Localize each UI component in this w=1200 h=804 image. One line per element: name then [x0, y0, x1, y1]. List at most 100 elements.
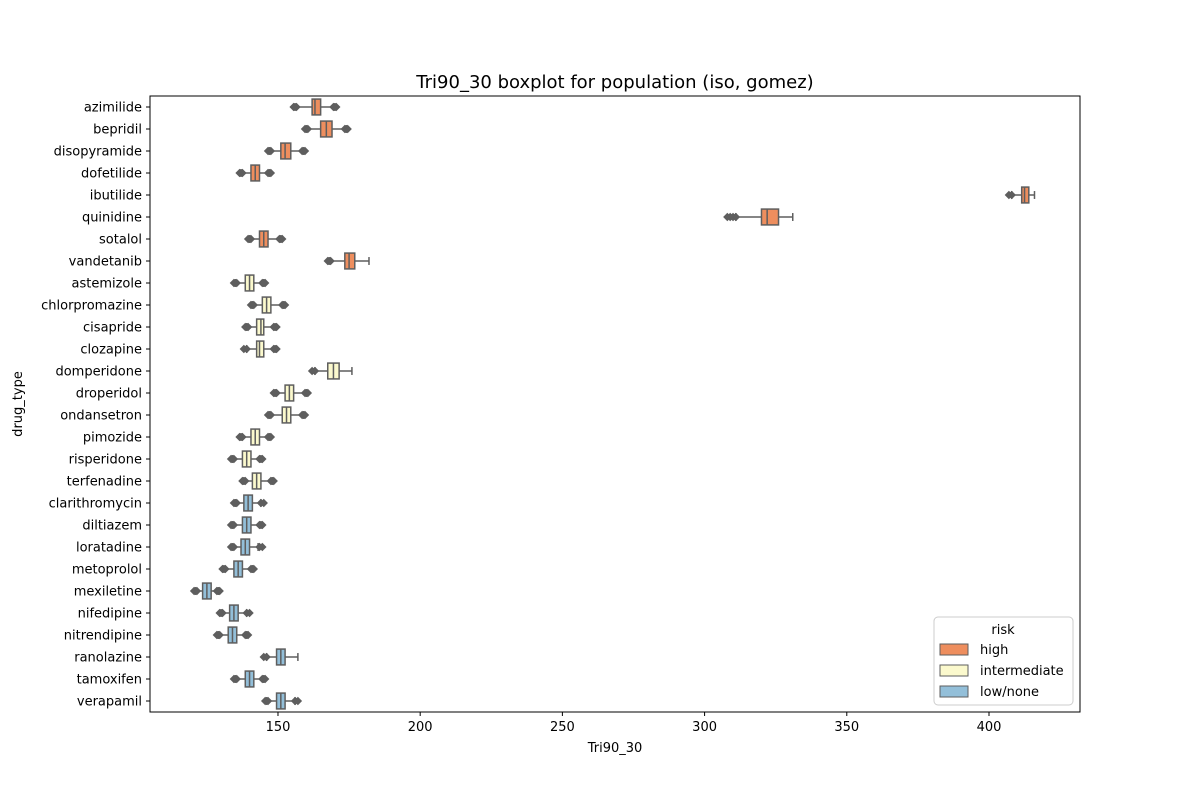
- outlier-point: [229, 454, 239, 464]
- outlier-point: [278, 234, 287, 244]
- legend-item-high: high: [939, 643, 1008, 658]
- y-tick-label: droperidol: [76, 387, 142, 402]
- outlier-point: [232, 498, 241, 508]
- y-tick-label: clozapine: [80, 343, 142, 358]
- outlier-point: [243, 630, 253, 640]
- x-tick-label: 250: [550, 720, 575, 735]
- outlier-point: [266, 410, 276, 420]
- y-tick-label: terfenadine: [67, 475, 142, 490]
- plot-frame: [149, 95, 1081, 713]
- outlier-point: [258, 542, 267, 552]
- y-tick-label: astemizole: [72, 277, 143, 292]
- y-tick-label: domperidone: [55, 365, 142, 380]
- outlier-point: [192, 586, 202, 596]
- outlier-point: [266, 146, 276, 156]
- box-clarithromycin: [229, 494, 268, 512]
- outlier-point: [238, 432, 247, 442]
- chart-title: Tri90_30 boxplot for population (iso, go…: [415, 72, 813, 93]
- x-tick-label: 200: [408, 720, 433, 735]
- outlier-point: [215, 630, 224, 640]
- box-bepridil: [300, 120, 352, 138]
- legend-swatch: [939, 643, 969, 656]
- outlier-point: [300, 410, 310, 420]
- outlier-point: [229, 520, 239, 530]
- legend-label: high: [980, 643, 1008, 658]
- iqr-box: [311, 98, 322, 116]
- x-axis-label: Tri90_30: [587, 741, 643, 756]
- box-ranolazine: [259, 648, 299, 666]
- box-verapamil: [260, 692, 303, 710]
- legend-title: risk: [991, 623, 1015, 638]
- y-axis-label: drug_type: [11, 371, 26, 437]
- box-tamoxifen: [229, 670, 270, 688]
- box-azimilide: [289, 98, 341, 116]
- y-tick-label: ondansetron: [60, 409, 142, 424]
- outlier-point: [241, 476, 250, 486]
- y-tick-label: chlorpromazine: [41, 299, 142, 314]
- outlier-point: [343, 124, 352, 134]
- box-nifedipine: [215, 604, 254, 622]
- outlier-point: [232, 674, 241, 684]
- outlier-point: [269, 476, 278, 486]
- iqr-box: [760, 208, 780, 226]
- box-domperidone: [307, 362, 353, 380]
- y-tick-label: sotalol: [99, 233, 142, 248]
- outlier-point: [1007, 190, 1016, 200]
- box-risperidone: [226, 450, 267, 468]
- legend-items: high intermediate low/none: [939, 643, 1064, 700]
- box-metoprolol: [218, 560, 259, 578]
- outlier-point: [292, 102, 301, 112]
- outlier-point: [242, 344, 251, 354]
- outlier-point: [262, 652, 271, 662]
- box-mexiletine: [189, 582, 224, 600]
- y-tick-label: quinidine: [82, 211, 142, 226]
- y-tick-label: diltiazem: [82, 519, 142, 534]
- y-tick-label: ibutilide: [90, 189, 142, 204]
- y-tick-label: tamoxifen: [77, 673, 142, 688]
- outlier-point: [245, 608, 254, 618]
- outlier-point: [258, 520, 267, 530]
- outlier-point: [238, 168, 247, 178]
- outlier-point: [232, 278, 241, 288]
- outlier-point: [326, 256, 335, 266]
- y-axis: azimilide bepridil disopyramide dofetilide i…: [41, 101, 150, 710]
- box-astemizole: [229, 274, 270, 292]
- x-tick-label: 350: [834, 720, 859, 735]
- outlier-point: [280, 300, 290, 310]
- box-cisapride: [241, 318, 281, 336]
- outlier-point: [249, 564, 259, 574]
- legend-label: low/none: [980, 685, 1039, 700]
- outlier-point: [303, 388, 313, 398]
- box-droperidol: [269, 384, 313, 402]
- y-tick-label: risperidone: [69, 453, 142, 468]
- outlier-point: [246, 234, 256, 244]
- outlier-point: [218, 608, 227, 618]
- outlier-point: [266, 432, 276, 442]
- outlier-point: [258, 454, 267, 464]
- box-dofetilide: [235, 164, 276, 182]
- box-group: [189, 98, 1036, 710]
- x-axis: 150 200 250 300 350 400: [266, 712, 1001, 735]
- y-tick-label: loratadine: [76, 541, 142, 556]
- outlier-point: [310, 366, 320, 376]
- outlier-point: [260, 278, 270, 288]
- y-tick-label: pimozide: [83, 431, 142, 446]
- box-terfenadine: [238, 472, 278, 490]
- box-ondansetron: [263, 406, 310, 424]
- y-tick-label: dofetilide: [81, 167, 142, 182]
- legend-swatch: [939, 664, 969, 677]
- box-quinidine: [723, 208, 794, 226]
- box-pimozide: [235, 428, 276, 446]
- legend-swatch: [939, 685, 969, 698]
- outlier-point: [243, 322, 253, 332]
- outlier-point: [731, 212, 741, 222]
- outlier-point: [266, 168, 276, 178]
- y-tick-label: nifedipine: [78, 607, 142, 622]
- outlier-point: [332, 102, 341, 112]
- box-clozapine: [239, 340, 281, 358]
- x-tick-label: 300: [692, 720, 717, 735]
- box-disopyramide: [263, 142, 310, 160]
- y-tick-label: vandetanib: [69, 255, 142, 270]
